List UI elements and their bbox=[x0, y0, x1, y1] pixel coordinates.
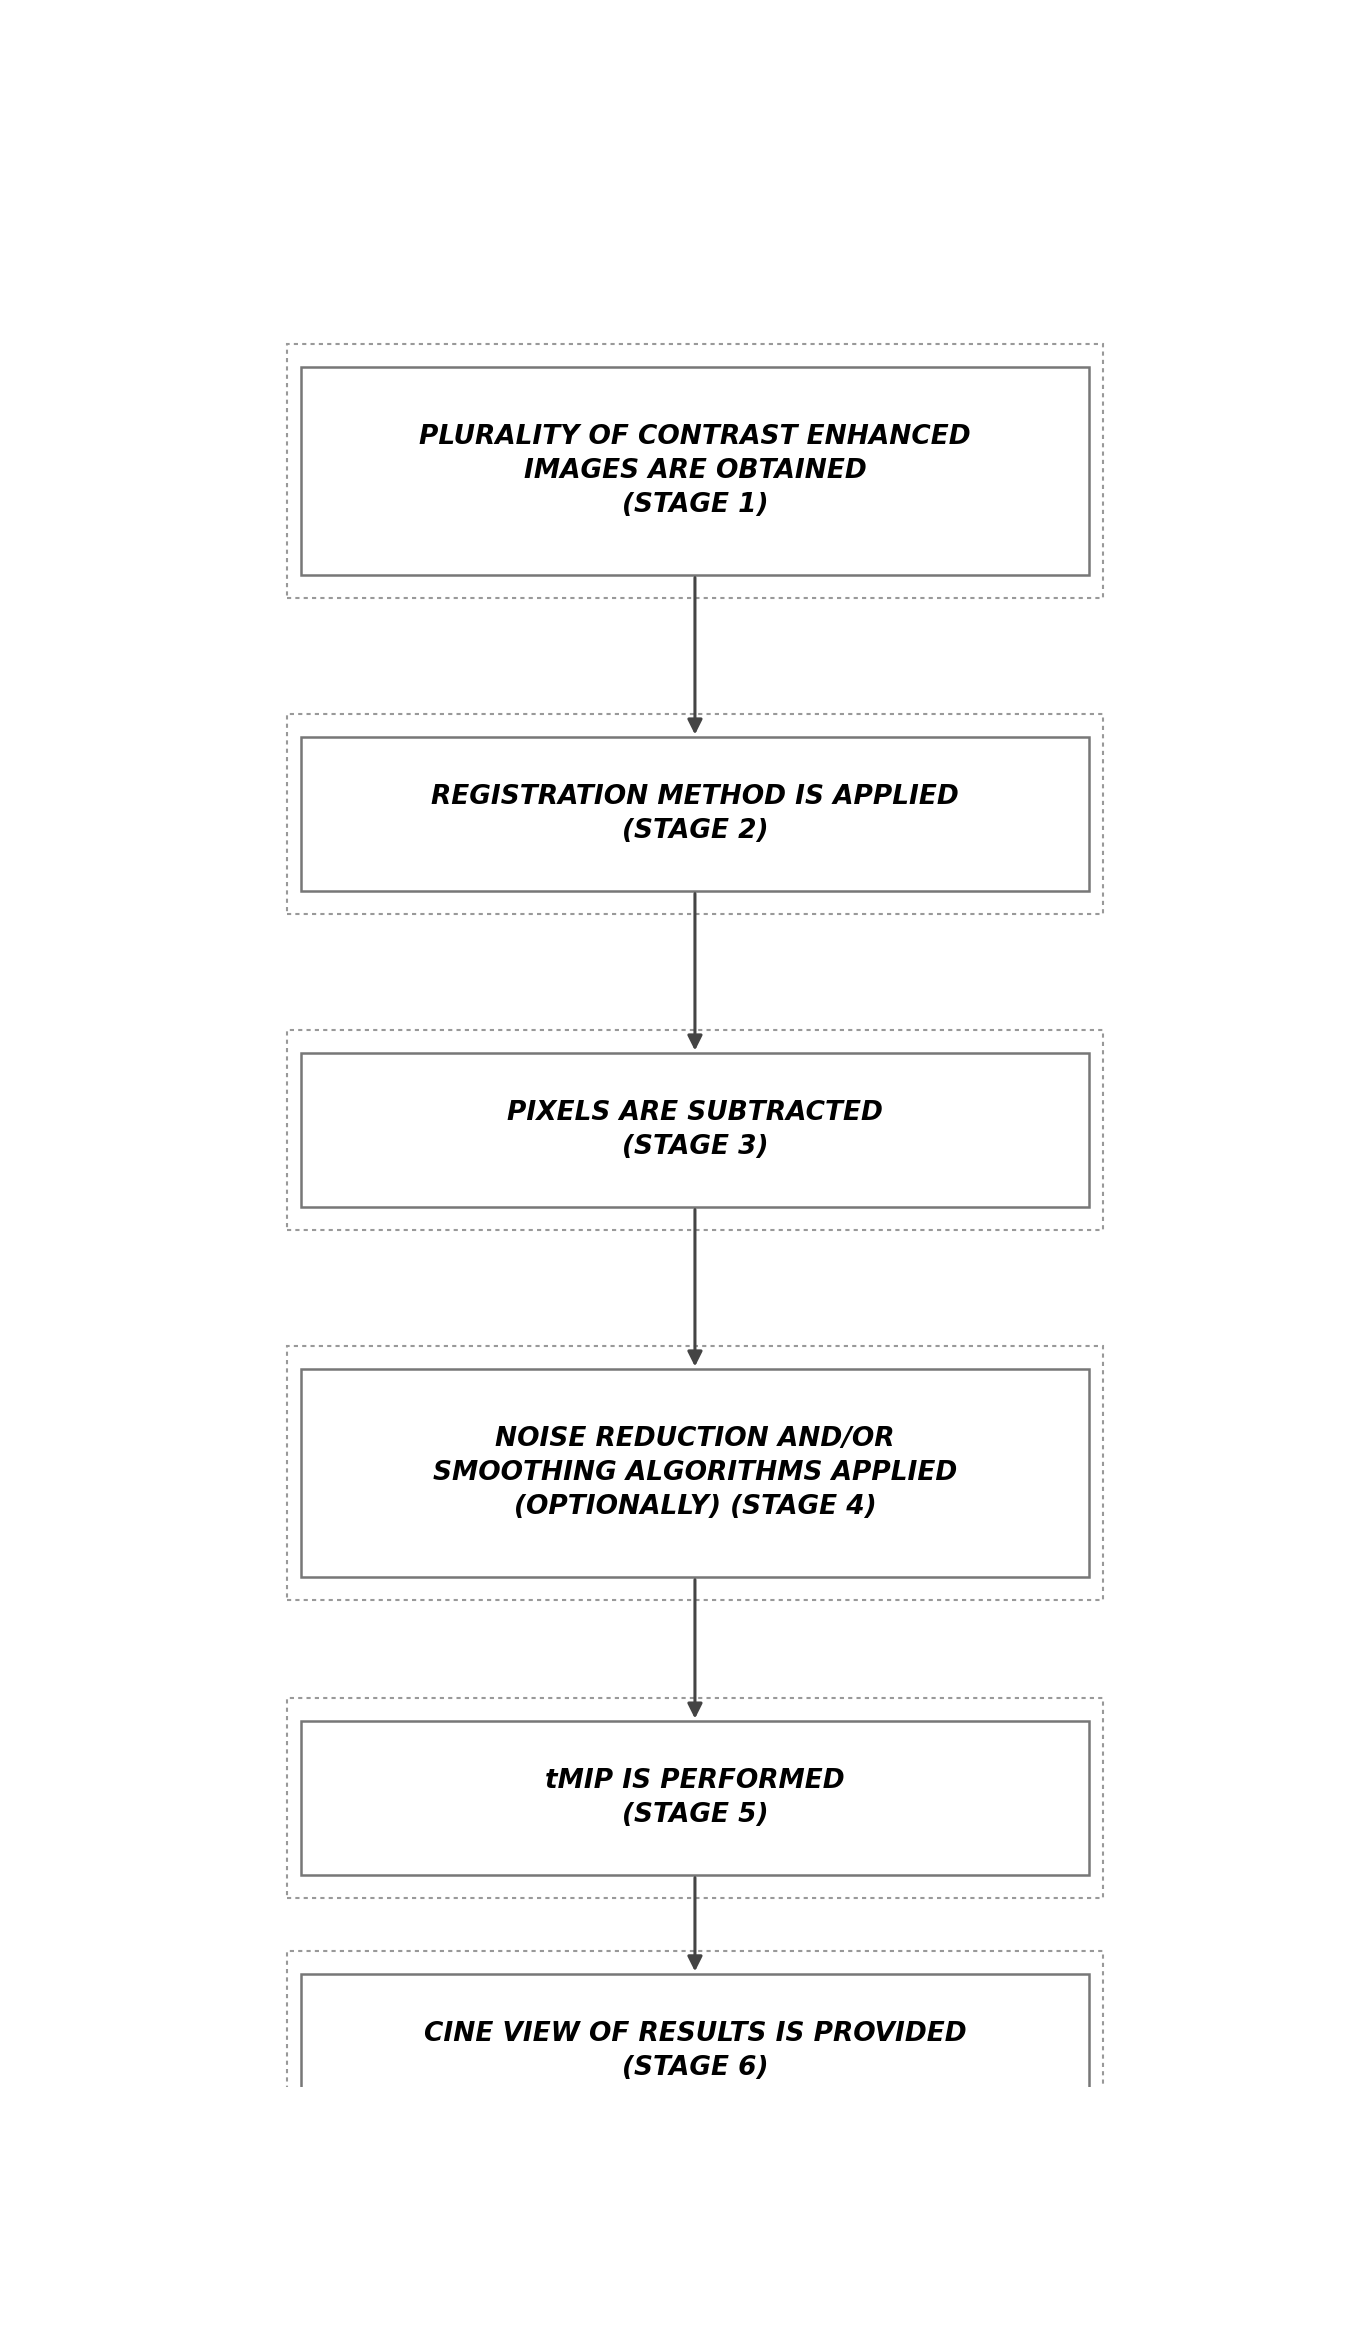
Bar bbox=[301, 736, 1089, 891]
Bar bbox=[287, 1698, 1102, 1899]
Bar bbox=[301, 1974, 1089, 2127]
Text: PLURALITY OF CONTRAST ENHANCED
IMAGES ARE OBTAINED
(STAGE 1): PLURALITY OF CONTRAST ENHANCED IMAGES AR… bbox=[419, 424, 971, 518]
Bar bbox=[301, 1369, 1089, 1576]
Bar bbox=[301, 1053, 1089, 1208]
Text: NOISE REDUCTION AND/OR
SMOOTHING ALGORITHMS APPLIED
(OPTIONALLY) (STAGE 4): NOISE REDUCTION AND/OR SMOOTHING ALGORIT… bbox=[433, 1426, 957, 1520]
Text: tMIP IS PERFORMED
(STAGE 5): tMIP IS PERFORMED (STAGE 5) bbox=[545, 1768, 845, 1829]
Bar bbox=[287, 713, 1102, 915]
Bar bbox=[301, 1721, 1089, 1876]
Bar bbox=[287, 345, 1102, 598]
Text: PIXELS ARE SUBTRACTED
(STAGE 3): PIXELS ARE SUBTRACTED (STAGE 3) bbox=[507, 1100, 883, 1161]
Text: CINE VIEW OF RESULTS IS PROVIDED
(STAGE 6): CINE VIEW OF RESULTS IS PROVIDED (STAGE … bbox=[423, 2021, 967, 2080]
Text: REGISTRATION METHOD IS APPLIED
(STAGE 2): REGISTRATION METHOD IS APPLIED (STAGE 2) bbox=[431, 783, 959, 844]
Bar bbox=[301, 368, 1089, 575]
Bar bbox=[287, 1029, 1102, 1231]
Bar bbox=[287, 1346, 1102, 1599]
Bar bbox=[287, 1951, 1102, 2150]
